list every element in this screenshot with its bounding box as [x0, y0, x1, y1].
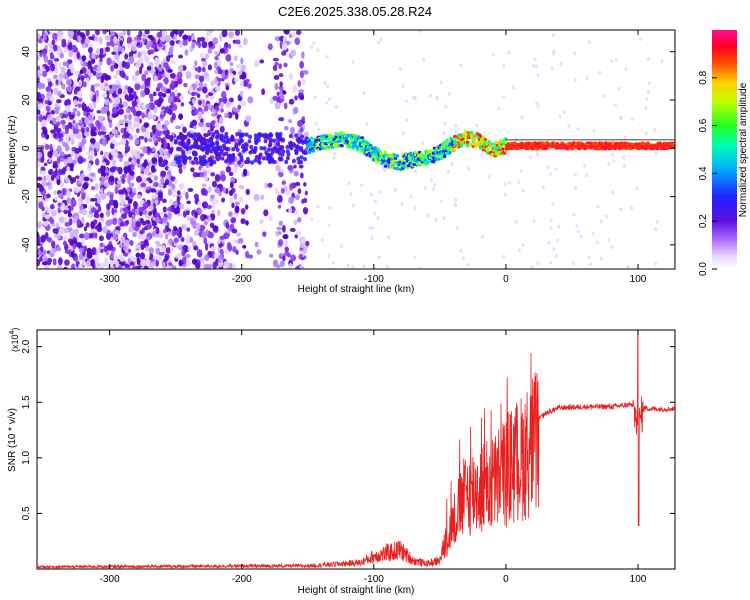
snr-y-tick-label: 1.0: [21, 450, 32, 464]
snr-frame: [36, 329, 676, 570]
colorbar-tick-label: 0.8: [698, 70, 709, 84]
snr-y-tick-label: 0.5: [21, 506, 32, 520]
snr-series-line: [37, 330, 675, 569]
colorbar-tick-label: 0.2: [698, 214, 709, 228]
colorbar-label: Normalized spectral amplitude: [738, 82, 749, 217]
snr-panel: -300 -200 -100 0 100 0.5 1.0 1.5 2.0 Height of …: [7, 328, 676, 596]
spectrogram-y-tick-label: 40: [21, 46, 32, 58]
spectrogram-y-tick-label: -20: [21, 189, 32, 204]
snr-y-tick-label: 2.0: [21, 339, 32, 353]
svg-text:(x104): (x104): [9, 328, 20, 352]
spectrogram-y-ticks: -40 -20 0 20 40: [21, 46, 675, 252]
spectrogram-ridge: [305, 130, 675, 172]
spectrogram-x-tick-label: 0: [503, 274, 509, 285]
spectrogram-x-tick-label: -300: [100, 274, 120, 285]
snr-x-tick-label: -100: [364, 574, 384, 585]
spectrogram-y-tick-label: 0: [21, 145, 32, 151]
snr-x-label: Height of straight line (km): [298, 585, 415, 596]
spectrogram-y-label: Frequency (Hz): [7, 116, 18, 185]
spectrogram-x-tick-label: -200: [232, 274, 252, 285]
snr-x-tick-label: 0: [503, 574, 509, 585]
spectrogram-x-tick-label: 100: [630, 274, 647, 285]
snr-x-ticks: -300 -200 -100 0 100: [100, 330, 647, 585]
snr-y-tick-label: 1.5: [21, 395, 32, 409]
figure-title: C2E6.2025.338.05.28.R24: [278, 4, 432, 19]
spectrogram-x-ticks: -300 -200 -100 0 100: [100, 30, 647, 285]
colorbar-tick-label: 0.6: [698, 118, 709, 132]
colorbar-gradient: [712, 30, 737, 269]
spectrogram-frame: [36, 29, 676, 270]
spectrogram-y-tick-label: 20: [21, 94, 32, 106]
snr-x-tick-label: 100: [630, 574, 647, 585]
colorbar-ticks: 0.0 0.2 0.4 0.6 0.8: [698, 70, 717, 276]
spectrogram-y-tick-label: -40: [21, 237, 32, 252]
spectrogram-noise: [37, 30, 664, 269]
spectrogram-x-tick-label: -100: [364, 274, 384, 285]
snr-y-label: SNR (10 * v/v): [7, 408, 18, 472]
snr-y-multiplier: (x104): [9, 328, 20, 352]
spectrogram-x-label: Height of straight line (km): [298, 284, 415, 295]
snr-y-ticks: 0.5 1.0 1.5 2.0: [21, 339, 675, 520]
snr-x-tick-label: -200: [232, 574, 252, 585]
colorbar-tick-label: 0.0: [698, 262, 709, 276]
colorbar-tick-label: 0.4: [698, 166, 709, 180]
snr-x-tick-label: -300: [100, 574, 120, 585]
colorbar: 0.0 0.2 0.4 0.6 0.8 Normalized spectral ampl…: [698, 30, 749, 276]
